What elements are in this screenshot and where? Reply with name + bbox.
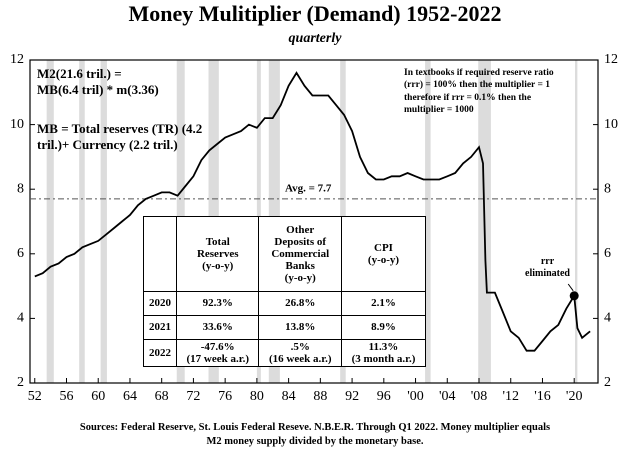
x-tick-label: 84 bbox=[282, 389, 296, 404]
y-tick-label: 8 bbox=[17, 181, 24, 196]
x-tick-label: '08 bbox=[471, 389, 488, 404]
x-tick-label: 60 bbox=[91, 389, 105, 404]
data-line bbox=[34, 71, 591, 352]
table-cell: 11.3% (3 month a.r.) bbox=[340, 338, 427, 368]
y2-tick-label: 2 bbox=[604, 375, 611, 390]
annotation: MB = Total reserves (TR) (4.2 tril.)+ Cu… bbox=[37, 121, 203, 153]
chart-title: Money Mulitiplier (Demand) 1952-2022 bbox=[129, 1, 502, 26]
x-tick-label: '00 bbox=[407, 389, 424, 404]
plot-frame bbox=[29, 59, 599, 384]
x-tick-label: '20 bbox=[566, 389, 583, 404]
y2-tick-label: 8 bbox=[604, 181, 611, 196]
x-tick-label: 52 bbox=[28, 389, 42, 404]
table-cell: 26.8% bbox=[258, 291, 342, 316]
x-tick-label: 76 bbox=[218, 389, 232, 404]
table-header: Other Deposits of Commercial Banks (y-o-… bbox=[258, 216, 342, 292]
recession-bar bbox=[100, 60, 107, 383]
y-tick-label: 2 bbox=[17, 375, 24, 390]
table-cell: 2.1% bbox=[340, 291, 427, 316]
table-cell: 2021 bbox=[143, 315, 177, 340]
y-tick-label: 4 bbox=[17, 311, 24, 326]
y2-tick-label: 10 bbox=[604, 117, 618, 132]
table-header: CPI (y-o-y) bbox=[340, 216, 427, 292]
data-table: Total Reserves (y-o-y) Other Deposits of… bbox=[143, 216, 427, 368]
table-cell: 13.8% bbox=[258, 315, 342, 340]
recession-bar bbox=[79, 60, 85, 383]
x-tick-label: 88 bbox=[313, 389, 327, 404]
x-tick-label: 72 bbox=[186, 389, 200, 404]
recession-bar bbox=[46, 60, 54, 383]
table-cell: 33.6% bbox=[175, 315, 260, 340]
table-cell: 2020 bbox=[143, 291, 177, 316]
y-tick-label: 12 bbox=[10, 52, 24, 67]
y-tick-label: 10 bbox=[10, 117, 24, 132]
x-tick-label: '16 bbox=[534, 389, 551, 404]
x-tick-label: '12 bbox=[502, 389, 519, 404]
x-tick-label: 96 bbox=[377, 389, 391, 404]
y2-tick-label: 4 bbox=[604, 311, 611, 326]
recession-bar bbox=[425, 60, 431, 383]
source-note: Sources: Federal Reserve, St. Louis Fede… bbox=[79, 422, 551, 448]
x-tick-label: 80 bbox=[250, 389, 264, 404]
table-corner bbox=[143, 216, 177, 292]
x-tick-label: '04 bbox=[439, 389, 456, 404]
table-header: Total Reserves (y-o-y) bbox=[175, 216, 260, 292]
table-cell: 2022 bbox=[143, 338, 177, 368]
recession-bar bbox=[574, 60, 578, 383]
table-cell: -47.6% (17 week a.r.) bbox=[175, 338, 260, 368]
x-tick-label: 92 bbox=[345, 389, 359, 404]
marker-label: rrr eliminated bbox=[525, 256, 570, 279]
y-tick-label: 6 bbox=[17, 246, 24, 261]
x-tick-label: 64 bbox=[123, 389, 137, 404]
annotation: M2(21.6 tril.) = MB(6.4 tril) * m(3.36) bbox=[37, 66, 159, 98]
y2-tick-label: 6 bbox=[604, 246, 611, 261]
marker-arrow bbox=[567, 283, 574, 292]
y2-tick-label: 12 bbox=[604, 52, 618, 67]
table-cell: .5% (16 week a.r.) bbox=[258, 338, 342, 368]
x-tick-label: 68 bbox=[155, 389, 169, 404]
chart-subtitle: quarterly bbox=[289, 31, 343, 46]
table-cell: 8.9% bbox=[340, 315, 427, 340]
table-cell: 92.3% bbox=[175, 291, 260, 316]
annotation: In textbooks if required reserve ratio (… bbox=[404, 68, 554, 116]
x-tick-label: 56 bbox=[59, 389, 73, 404]
marker-point bbox=[569, 291, 579, 301]
average-label: Avg. = 7.7 bbox=[285, 182, 332, 194]
